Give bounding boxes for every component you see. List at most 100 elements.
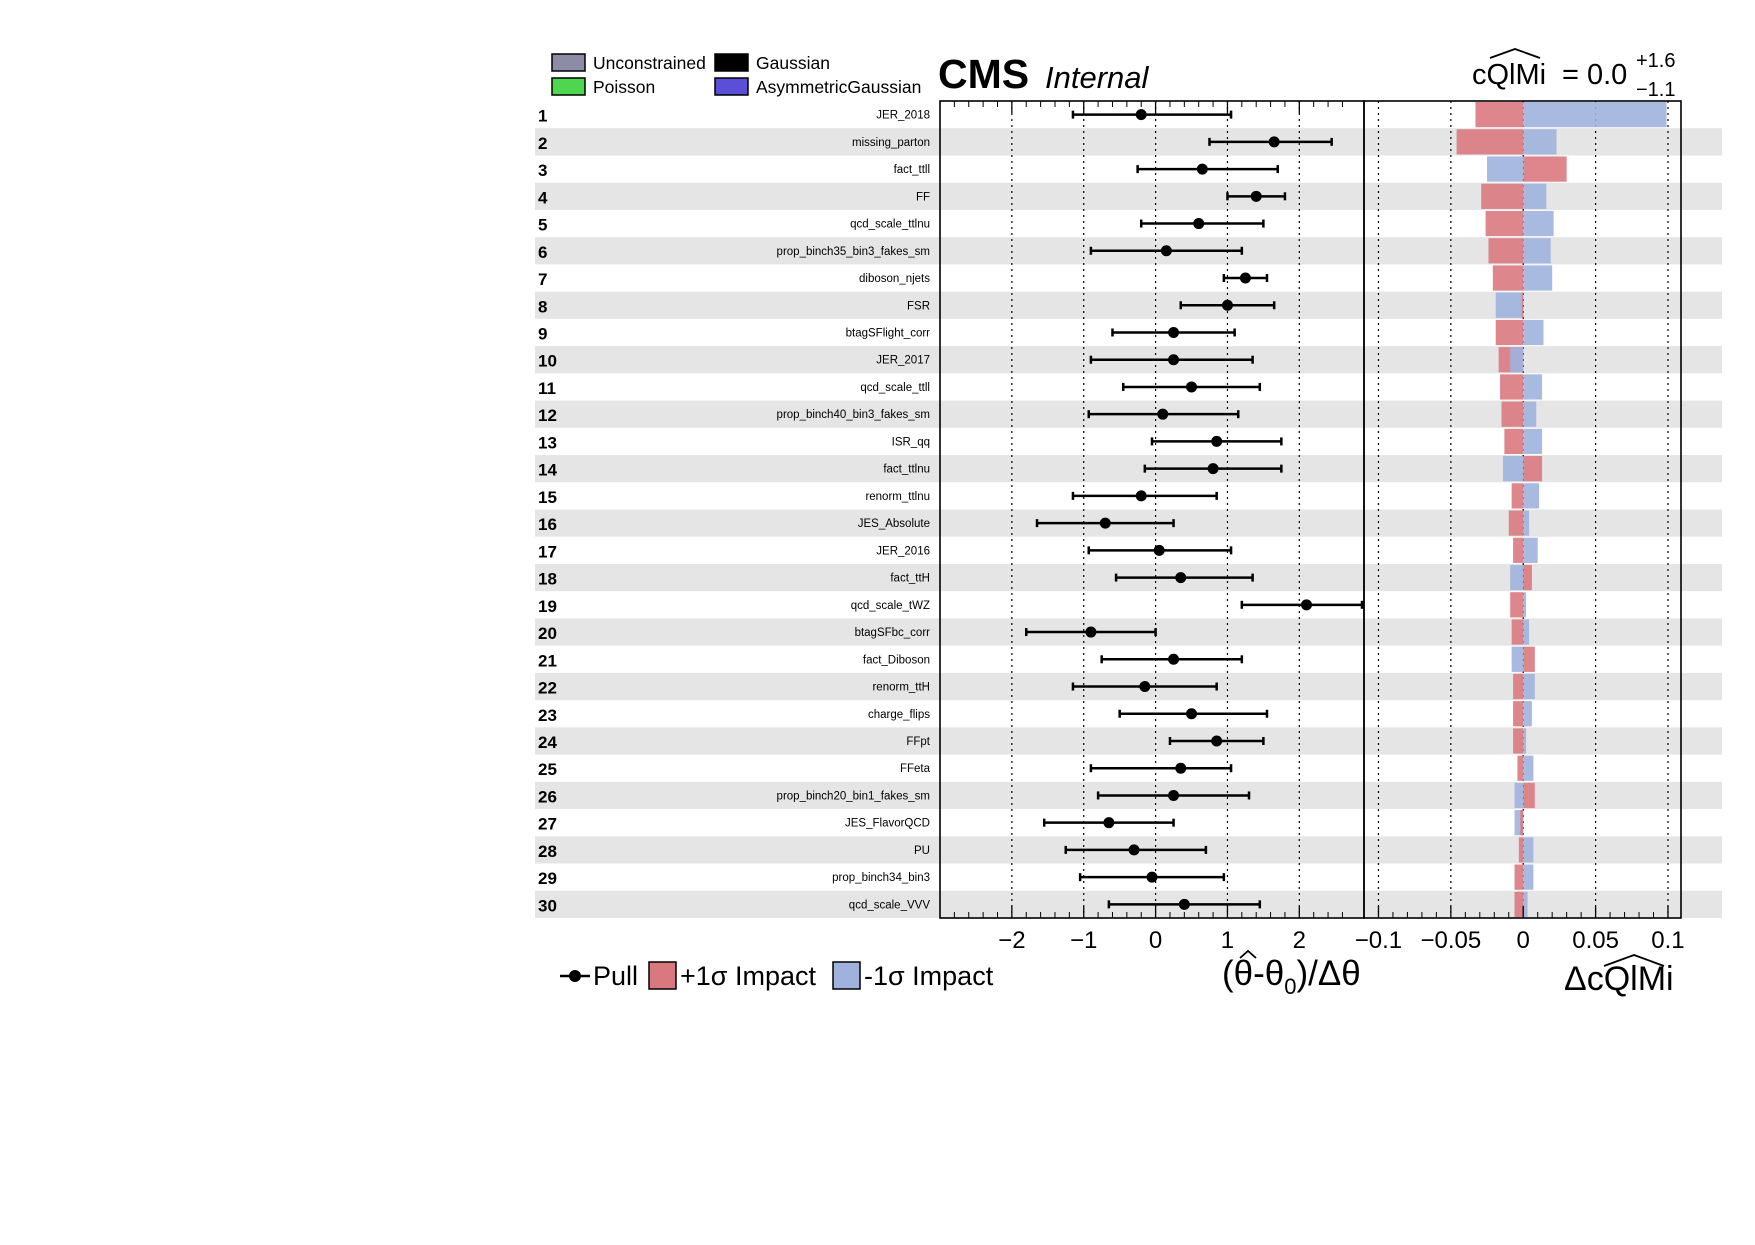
up-impact-bar [1508, 510, 1524, 536]
pull-marker [1239, 272, 1251, 284]
impact-frame [1363, 100, 1682, 919]
up-impact-bar [1485, 210, 1524, 237]
row-number: 5 [538, 216, 547, 235]
row-number: 19 [538, 597, 557, 616]
parameter-name: btagSFbc_corr [855, 627, 931, 639]
parameter-name: prop_binch20_bin1_fakes_sm [777, 790, 930, 802]
impact-tick-label: 0.1 [1651, 927, 1684, 954]
parameter-name: ISR_qq [892, 436, 930, 448]
row-number: 21 [538, 651, 557, 670]
up-impact-bar [1523, 456, 1543, 482]
pull-marker [1135, 490, 1147, 502]
pull-markers [1024, 109, 1364, 910]
pull-marker [1178, 898, 1190, 910]
impact-tick-label: −0.1 [1355, 927, 1402, 954]
down-impact-bar [1514, 810, 1524, 836]
parameter-name: qcd_scale_tWZ [851, 600, 930, 612]
pull-marker [1186, 708, 1198, 720]
down-impact-bar [1514, 782, 1524, 809]
parameter-name: JER_2016 [876, 545, 930, 557]
up-impact-legend-label: +1σ Impact [680, 961, 816, 991]
pull-axis-title: (θ-θ0)/Δθ [1222, 949, 1361, 999]
parameter-name: FSR [907, 300, 930, 312]
legend-label-gaussian: Gaussian [756, 53, 830, 73]
legend-label-asymmetricgaussian: AsymmetricGaussian [756, 77, 921, 97]
pull-marker [1099, 517, 1111, 529]
parameter-name: renorm_ttlnu [865, 491, 930, 503]
theta-hat [1239, 949, 1257, 959]
row-stripe [535, 455, 1722, 483]
pull-marker [1250, 190, 1262, 202]
pull-marker [1207, 463, 1219, 475]
parameter-name: missing_parton [852, 137, 930, 149]
down-impact-bar [1523, 891, 1528, 917]
pull-marker [1193, 218, 1205, 230]
impact-tick-label: 0.05 [1572, 927, 1619, 954]
parameter-name: qcd_scale_ttlnu [850, 219, 930, 231]
up-impact-bar [1511, 619, 1524, 645]
impact-tick-label: 0 [1517, 927, 1530, 954]
pull-marker [1168, 789, 1180, 801]
row-number: 14 [538, 461, 557, 480]
up-impact-bar [1513, 728, 1524, 754]
down-impact-bar [1511, 646, 1524, 672]
row-number: 27 [538, 815, 557, 834]
down-impact-bar [1523, 728, 1527, 754]
up-impact-bar [1456, 129, 1524, 155]
down-impact-bar [1523, 537, 1538, 563]
down-impact-bar [1523, 129, 1557, 155]
internal-label: Internal [1045, 60, 1150, 95]
down-impact-bar [1523, 619, 1530, 645]
parameter-name: prop_binch34_bin3 [832, 872, 930, 884]
down-impact-bar [1523, 837, 1534, 863]
parameter-name: fact_ttH [890, 573, 930, 585]
pull-marker [1085, 626, 1097, 638]
parameter-name: PU [914, 845, 930, 857]
up-impact-bar [1500, 374, 1524, 400]
parameter-name: fact_Diboson [863, 654, 930, 666]
down-impact-bar [1523, 102, 1667, 128]
row-number: 20 [538, 624, 557, 643]
pull-marker [1139, 681, 1151, 693]
poi-err-down: −1.1 [1636, 79, 1675, 101]
parameter-name: FF [916, 191, 930, 203]
up-impact-bar [1523, 782, 1535, 809]
poi-hat [1489, 48, 1541, 59]
poi-result: cQlMi = 0.0 +1.6 −1.1 [1472, 48, 1675, 101]
down-impact-bar [1523, 319, 1544, 346]
row-number: 13 [538, 433, 557, 452]
up-impact-bar [1501, 401, 1524, 427]
row-number: 10 [538, 352, 557, 371]
legend-swatch-poisson [551, 77, 586, 96]
up-impact-bar [1513, 701, 1524, 727]
parameter-name: JES_Absolute [858, 518, 930, 530]
bottom-legend: Pull +1σ Impact -1σ Impact [560, 961, 994, 991]
row-number: 16 [538, 515, 557, 534]
parameter-name: prop_binch35_bin3_fakes_sm [777, 246, 930, 258]
up-impact-bar [1504, 428, 1524, 455]
poi-err-up: +1.6 [1636, 50, 1675, 72]
plot-frames [939, 100, 1682, 919]
up-impact-bar [1492, 265, 1524, 291]
row-number: 11 [538, 379, 556, 398]
row-number: 2 [538, 134, 547, 153]
pull-legend-marker [569, 970, 581, 982]
up-impact-legend-swatch [648, 961, 677, 990]
down-impact-legend-label: -1σ Impact [864, 961, 994, 991]
impact-axis-title: ΔcQlMi [1564, 954, 1674, 998]
pull-marker [1221, 299, 1233, 311]
pull-marker [1160, 245, 1172, 257]
pull-marker [1168, 653, 1180, 665]
axis-ticks: −2 −1 0 1 2 −0.1 −0.05 0 0.05 0.1 [953, 101, 1685, 954]
row-number: 4 [538, 188, 548, 207]
down-impact-bar [1510, 564, 1524, 591]
parameter-name: FFpt [906, 736, 930, 748]
row-number: 17 [538, 542, 557, 561]
parameter-name: btagSFlight_corr [846, 327, 931, 339]
up-impact-bar [1475, 102, 1524, 128]
down-impact-bar [1495, 292, 1524, 318]
down-impact-bar [1523, 510, 1530, 536]
impact-axis-title-text: ΔcQlMi [1564, 960, 1674, 998]
down-impact-bar [1523, 238, 1551, 264]
